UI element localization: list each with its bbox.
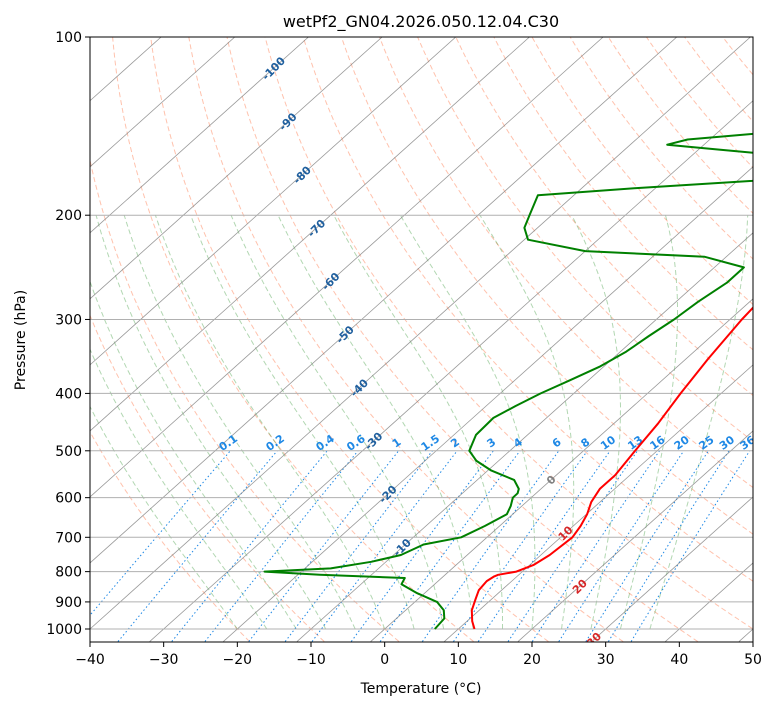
mixing-ratio-line: [507, 450, 638, 642]
x-tick-label: 10: [449, 652, 467, 668]
mixing-ratio-line: [585, 450, 709, 642]
isotherm-line: [90, 37, 309, 234]
temperature-profile-line: [470, 306, 753, 630]
moist-adiabat: [95, 215, 327, 630]
dewpoint-profile-line: [263, 132, 753, 630]
mixing-ratio-line: [284, 450, 433, 642]
isotherm-line: [591, 496, 753, 642]
moist-adiabat: [154, 215, 386, 630]
isotherm-line: [90, 37, 236, 168]
y-tick-label: 500: [55, 444, 82, 460]
x-tick-label: −20: [223, 652, 253, 668]
x-tick-label: 20: [523, 652, 541, 668]
x-tick-label: −40: [75, 652, 105, 668]
isotherm-line: [296, 232, 753, 642]
mixing-ratio-line: [558, 450, 685, 642]
y-tick-label: 400: [55, 386, 82, 402]
x-tick-label: 0: [380, 652, 389, 668]
profile-series: [263, 132, 753, 630]
chart-title: wetPf2_GN04.2026.050.12.04.C30: [283, 12, 559, 32]
dry-adiabat: [112, 37, 474, 642]
isotherm-line: [517, 430, 753, 642]
isotherm-line: [90, 37, 751, 630]
mixing-ratio-line: [630, 450, 751, 642]
mixing-ratio-line: [421, 450, 560, 642]
y-tick-label: 800: [55, 565, 82, 581]
y-tick-label: 100: [55, 30, 82, 46]
isotherm-line: [90, 37, 678, 564]
plot-frame: [89, 36, 754, 643]
dry-adiabat: [90, 430, 250, 642]
y-axis-label: Pressure (hPa): [13, 290, 29, 390]
y-tick-label: 600: [55, 491, 82, 507]
mixing-ratio-line: [531, 450, 660, 642]
isotherms: [90, 37, 753, 642]
dry-adiabat: [150, 37, 549, 642]
x-tick-label: 50: [744, 652, 762, 668]
isotherm-line: [90, 37, 604, 498]
mixing-ratio-line: [204, 450, 359, 642]
y-tick-label: 1000: [46, 622, 82, 638]
mixing-ratio-line: [117, 450, 278, 642]
plot-area: -100-90-80-70-60-50-40-30-20-10010203040…: [90, 37, 753, 642]
x-axis-label: Temperature (°C): [360, 681, 482, 697]
mixing-ratio-line: [311, 450, 458, 642]
y-tick-label: 200: [55, 208, 82, 224]
y-tick-label: 900: [55, 595, 82, 611]
x-axis: −40 −30 −20 −10 0 10 20 30 40 50: [75, 642, 762, 668]
isobars: [90, 37, 753, 630]
isotherm-line: [90, 37, 383, 300]
x-tick-label: −30: [149, 652, 179, 668]
x-tick-label: −10: [296, 652, 326, 668]
isotherm-line: [370, 298, 753, 642]
mixing-ratio-line: [453, 450, 588, 642]
isotherm-line: [90, 37, 530, 432]
dry-adiabat: [264, 37, 753, 630]
isotherm-line: [444, 364, 753, 642]
y-axis: 100 200 300 400 500 600 700 800 900 1000: [46, 30, 90, 638]
dry-adiabat: [455, 37, 753, 397]
isotherm-line: [223, 166, 753, 642]
mixing-ratio-line: [477, 450, 611, 642]
moist-adiabat: [619, 215, 678, 630]
mixing-ratio-lines: [90, 450, 751, 642]
mixing-ratio-line: [350, 450, 494, 642]
dry-adiabat: [226, 37, 699, 642]
x-tick-label: 30: [597, 652, 615, 668]
y-tick-label: 300: [55, 312, 82, 328]
dry-adiabat: [188, 37, 624, 642]
isotherm-line: [90, 37, 457, 366]
y-tick-label: 700: [55, 530, 82, 546]
dry-adiabat: [379, 37, 753, 489]
x-tick-label: 40: [670, 652, 688, 668]
moist-adiabat: [90, 279, 297, 630]
mixing-ratio-line: [171, 450, 328, 642]
